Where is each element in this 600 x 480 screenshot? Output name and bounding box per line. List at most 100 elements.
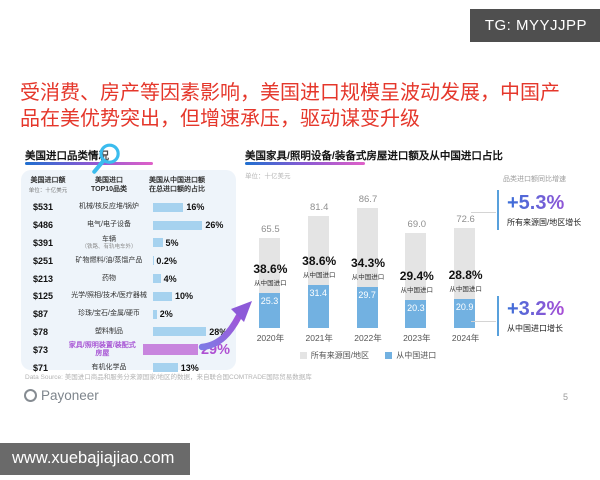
share-percent: 2% [159, 309, 173, 320]
share-bar [153, 327, 207, 337]
chart-columns: 65.5 38.6% 从中国进口 25.3 2020年 81.4 38.6% 从… [246, 185, 490, 343]
left-heading-underline [25, 162, 153, 165]
purple-arrow-icon [198, 301, 252, 351]
china-import-bar: 20.3 [405, 300, 427, 328]
share-percent: 28% [209, 326, 228, 337]
chart-heading: 美国家具/照明设备/装备式房屋进口额及从中国进口占比 [245, 150, 503, 162]
china-share-block: 29.4% 从中国进口 [386, 269, 448, 294]
legend-swatch-gray [299, 352, 307, 359]
chart-column: 81.4 38.6% 从中国进口 31.4 2021年 [295, 185, 344, 343]
payoneer-ring-icon [24, 389, 37, 402]
left-section-heading: 美国进口品类情况 [25, 150, 109, 162]
share-bar-cell: 28% [149, 327, 230, 337]
connector-line-china [471, 321, 496, 322]
china-import-value: 29.7 [358, 290, 376, 300]
import-value: $213 [33, 273, 54, 284]
table-row: $78 塑料制品 28% [27, 323, 230, 341]
category-name: 矿物燃料/油/蒸馏产品 [75, 256, 143, 264]
table-row: $87 珍珠/宝石/金属/硬币 2% [27, 305, 230, 323]
total-import-value: 81.4 [309, 202, 329, 213]
table-row: $531 机械/核反应堆/锅炉 16% [27, 199, 230, 217]
china-import-value: 20.3 [407, 303, 425, 313]
china-share-percent: 29.4% [399, 269, 434, 283]
import-value: $125 [33, 291, 54, 302]
col-header-category: 美国进口 TOP10品类 [90, 177, 128, 193]
table-body: $531 机械/核反应堆/锅炉 16% $486 电气/电子设备 26% $39… [27, 199, 230, 377]
china-import-bar: 31.4 [307, 285, 329, 328]
growth-china-label: 从中国进口增长 [507, 324, 563, 333]
share-percent: 16% [186, 202, 205, 213]
growth-note: 品类进口额同比增速 [503, 176, 566, 183]
category-name: 车辆 （铁路、有轨电车外） [81, 235, 137, 250]
table-row: $251 矿物燃料/油/蒸馏产品 0.2% [27, 252, 230, 270]
chart-unit-label: 单位：十亿美元 [245, 173, 291, 180]
share-bar-cell: 5% [149, 238, 230, 248]
import-value: $531 [33, 202, 54, 213]
import-value: $73 [33, 344, 49, 355]
chart-legend: 所有来源国/地区 从中国进口 [246, 350, 490, 361]
share-percent: 0.2% [156, 255, 177, 266]
legend-label-china: 从中国进口 [396, 351, 437, 360]
page-number: 5 [562, 392, 568, 402]
year-label: 2021年 [305, 333, 333, 343]
slide-title: 受消费、房产等因素影响，美国进口规模呈波动发展，中国产品在美优势突出，但增速承压… [20, 82, 560, 131]
category-name: 光学/照相/技术/医疗器械 [71, 292, 147, 300]
tg-watermark-badge: TG: MYYJJPP [469, 9, 600, 42]
table-row: $71 有机化学品 13% [27, 359, 230, 377]
share-bar [142, 344, 198, 356]
total-import-value: 72.6 [456, 214, 475, 225]
growth-china-value: +3.2% [507, 298, 565, 320]
share-percent: 26% [205, 220, 224, 231]
legend-item-total: 所有来源国/地区 [299, 350, 369, 361]
import-value: $71 [33, 362, 49, 373]
china-share-note: 从中国进口 [254, 280, 287, 287]
china-share-note: 从中国进口 [400, 287, 434, 294]
year-label: 2022年 [354, 333, 382, 343]
year-label: 2024年 [451, 333, 480, 343]
share-percent: 10% [175, 291, 194, 302]
table-header: 美国进口额 单位：十亿美元 美国进口 TOP10品类 美国从中国进口额 在总进口… [27, 177, 230, 195]
china-share-percent: 34.3% [350, 256, 385, 270]
china-share-block: 38.6% 从中国进口 [288, 254, 350, 279]
url-watermark-badge: www.xuebajiajiao.com [0, 443, 191, 475]
legend-label-total: 所有来源国/地区 [310, 351, 369, 360]
category-name: 塑料制品 [95, 327, 123, 335]
growth-total-value: +5.3% [507, 192, 581, 215]
year-label: 2020年 [256, 333, 285, 343]
share-bar-cell: 13% [149, 363, 230, 373]
share-bar [153, 363, 178, 373]
china-import-bar: 25.3 [259, 293, 280, 328]
china-share-block: 28.8% 从中国进口 [435, 268, 497, 293]
china-share-note: 从中国进口 [302, 272, 336, 279]
chart-column: 72.6 28.8% 从中国进口 20.9 2024年 [441, 185, 490, 343]
china-share-percent: 38.6% [302, 254, 337, 268]
china-import-value: 20.9 [455, 302, 474, 312]
category-name: 电气/电子设备 [87, 221, 131, 229]
col-header-china-share: 美国从中国进口额 在总进口额的占比 [149, 177, 205, 193]
import-bar-chart: 65.5 38.6% 从中国进口 25.3 2020年 81.4 38.6% 从… [246, 185, 490, 343]
import-category-table: 美国进口额 单位：十亿美元 美国进口 TOP10品类 美国从中国进口额 在总进口… [21, 170, 236, 373]
china-import-bar: 29.7 [356, 287, 378, 328]
category-name: 有机化学品 [91, 363, 127, 371]
share-bar [153, 291, 172, 301]
share-bar-cell: 10% [149, 291, 230, 301]
china-share-percent: 28.8% [448, 268, 483, 282]
chart-heading-underline [245, 162, 365, 165]
china-share-block: 34.3% 从中国进口 [337, 256, 399, 281]
import-value: $78 [33, 326, 49, 337]
share-bar-cell: 16% [149, 202, 230, 212]
chart-column: 69.0 29.4% 从中国进口 20.3 2023年 [392, 185, 441, 343]
total-import-value: 86.7 [358, 194, 378, 205]
table-row: $391 车辆 （铁路、有轨电车外） 5% [27, 234, 230, 252]
table-row: $486 电气/电子设备 26% [27, 216, 230, 234]
share-bar [153, 220, 203, 230]
table-row: $213 药物 4% [27, 270, 230, 288]
col-header-import-value: 美国进口额 单位：十亿美元 [28, 177, 68, 194]
year-label: 2023年 [403, 333, 431, 343]
growth-total-label: 所有来源国/地区增长 [507, 218, 582, 227]
growth-total-block: +5.3% 所有来源国/地区增长 [497, 190, 581, 230]
share-bar [153, 202, 184, 212]
share-bar [153, 274, 161, 284]
share-bar-cell: 4% [149, 274, 230, 284]
